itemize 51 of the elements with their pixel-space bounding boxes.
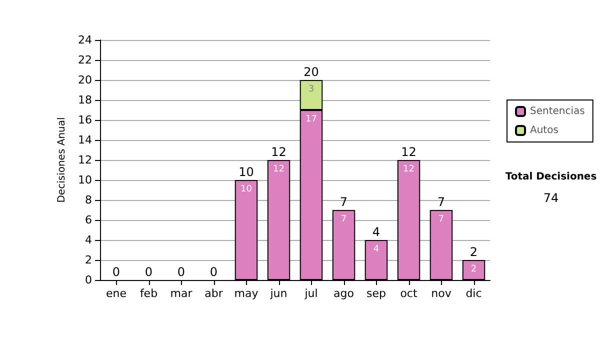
data-label: 12: [403, 164, 414, 174]
x-tick-label: ago: [334, 287, 354, 300]
y-tick-label: 14: [78, 134, 92, 146]
y-tick-label: 6: [85, 214, 92, 226]
text: 74: [543, 191, 559, 205]
total-label: 2: [470, 245, 478, 259]
y-tick-label: 4: [85, 234, 92, 246]
x-tick-label: ene: [106, 287, 127, 300]
total-label: 20: [304, 65, 319, 79]
y-tick-label: 2: [85, 254, 92, 266]
data-label: 10: [240, 184, 252, 194]
y-tick-label: 20: [78, 74, 92, 86]
data-label: 17: [306, 114, 317, 124]
x-tick-label: jul: [304, 287, 318, 300]
data-label: 4: [373, 244, 380, 254]
legend-label: Autos: [530, 125, 558, 136]
y-tick-label: 12: [78, 154, 92, 166]
text: Total Decisiones: [505, 172, 597, 182]
data-label: 7: [340, 214, 347, 224]
y-tick-label: 10: [78, 174, 92, 186]
y-axis-title: Decisiones Anual: [56, 117, 68, 203]
x-tick-label: oct: [400, 287, 418, 300]
x-tick-label: sep: [366, 287, 386, 300]
y-tick-label: 0: [85, 274, 92, 286]
x-tick-label: jun: [269, 287, 288, 300]
total-label: 7: [340, 195, 348, 209]
x-tick-label: may: [234, 287, 259, 300]
x-tick-label: mar: [170, 287, 193, 300]
y-tick-label: 22: [78, 54, 92, 66]
x-tick-label: abr: [204, 287, 224, 300]
total-label: 10: [238, 165, 254, 179]
total-label: 12: [271, 145, 286, 159]
y-tick-label: 18: [78, 94, 92, 106]
data-label: 3: [308, 84, 314, 94]
total-label: 4: [372, 225, 380, 239]
total-label: 12: [401, 145, 416, 159]
x-tick-label: nov: [431, 287, 452, 300]
total-label: 0: [144, 265, 153, 279]
y-tick-label: 24: [78, 34, 92, 46]
data-label: 2: [470, 264, 477, 274]
x-tick-label: dic: [466, 287, 482, 300]
y-tick-label: 16: [78, 114, 92, 126]
y-tick-label: 8: [85, 194, 92, 206]
data-label: 12: [273, 164, 284, 174]
total-label: 0: [210, 265, 218, 279]
data-label: 7: [438, 214, 444, 224]
total-label: 0: [177, 265, 186, 279]
total-label: 0: [112, 265, 120, 279]
legend-label: Sentencias: [530, 106, 585, 117]
total-label: 7: [437, 195, 446, 209]
x-tick-label: feb: [140, 287, 158, 300]
